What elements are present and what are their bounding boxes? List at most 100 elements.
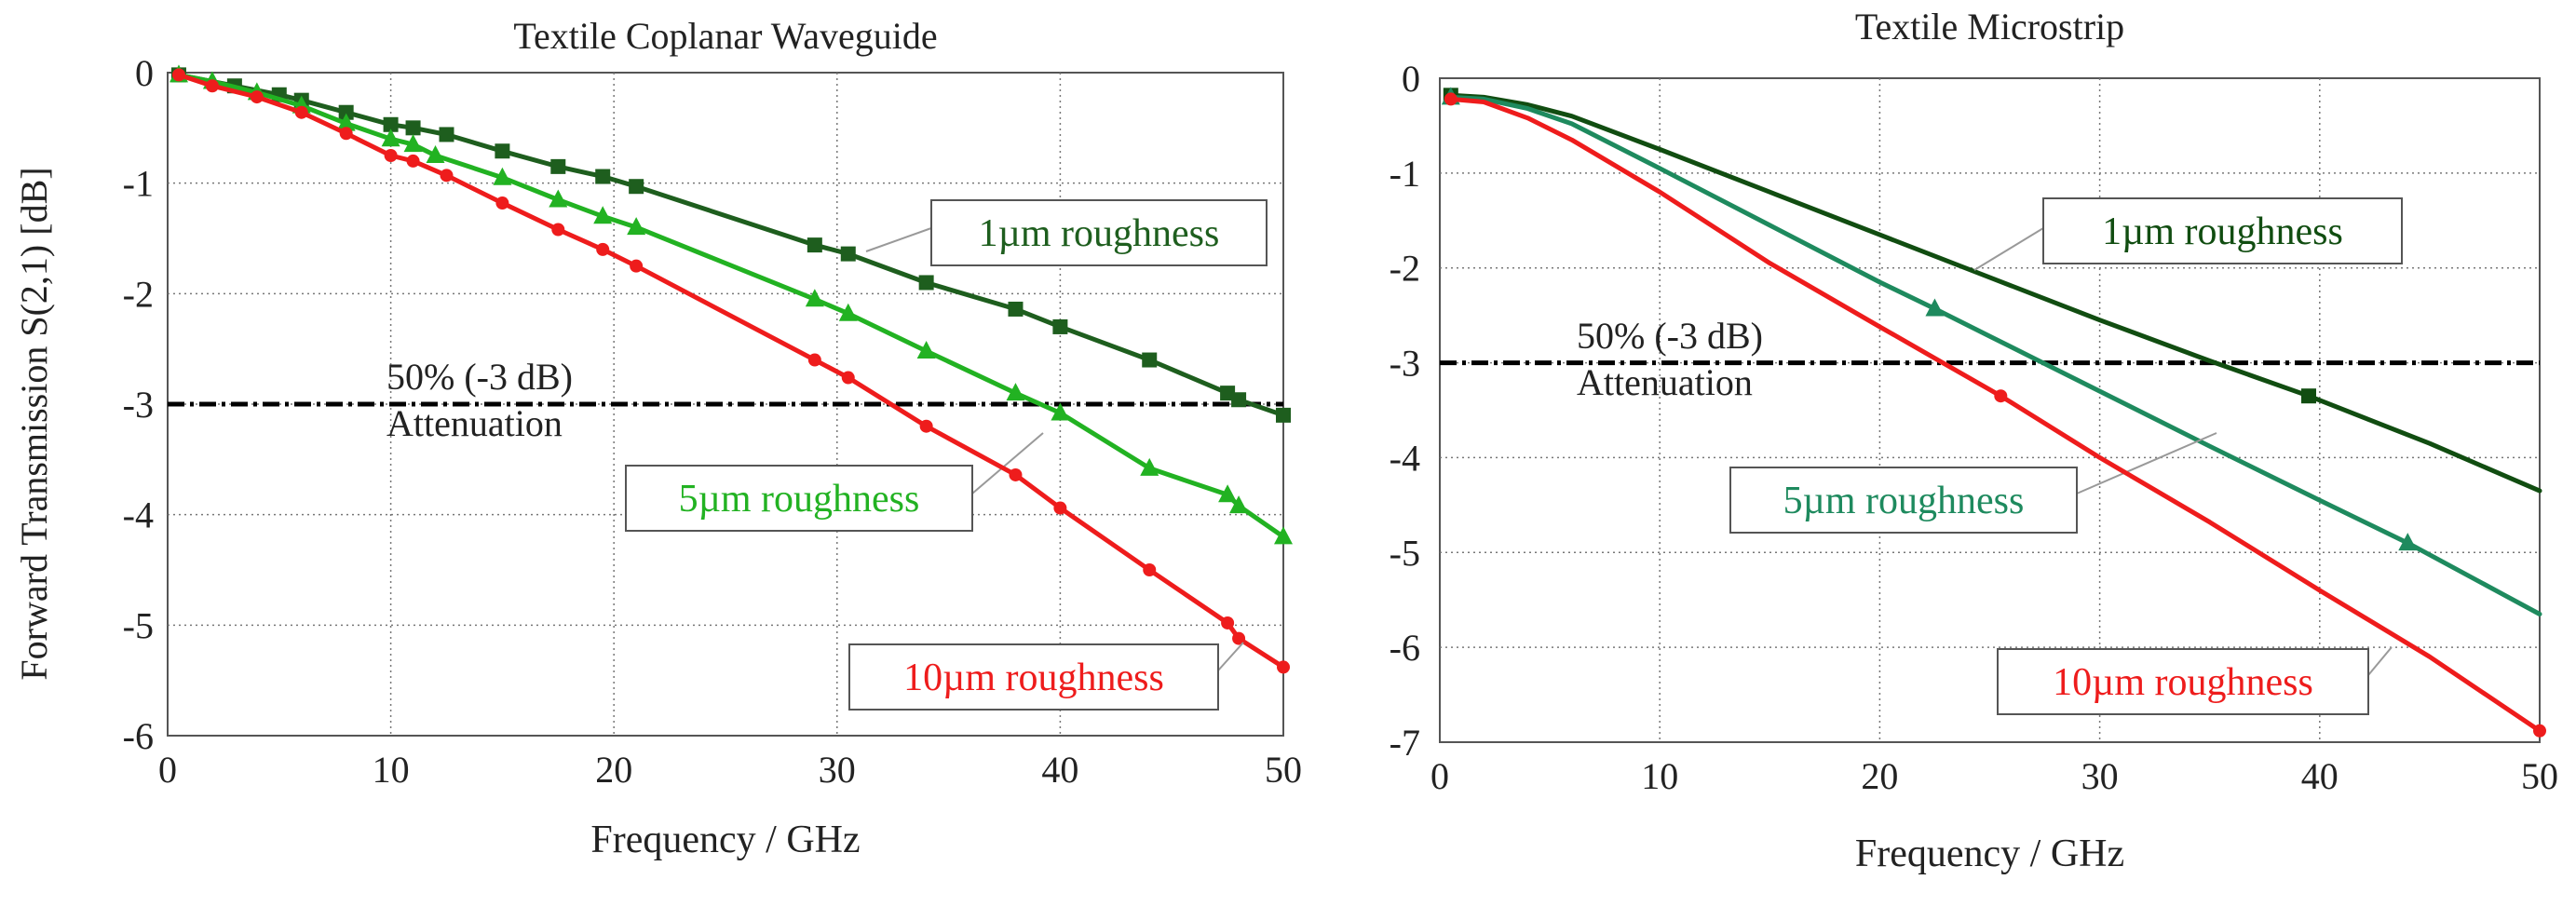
series-0-marker	[338, 104, 354, 120]
x-axis-label: Frequency / GHz	[590, 819, 860, 861]
series-label: 1µm roughness	[979, 212, 1220, 255]
y-tick-label: -1	[1390, 153, 1420, 195]
series-2-marker	[406, 154, 420, 168]
callout-leader	[971, 432, 1044, 494]
y-tick-label: -2	[123, 273, 154, 315]
chart-title: Textile Coplanar Waveguide	[513, 15, 937, 57]
series-line-1	[1448, 94, 2542, 616]
series-2-marker	[384, 149, 398, 162]
callout-box	[1997, 648, 2369, 715]
series-2-marker	[1053, 501, 1067, 515]
series-0-marker	[595, 169, 611, 184]
x-tick-label: 50	[2521, 755, 2558, 797]
series-2-marker	[1221, 616, 1235, 629]
y-tick-label: -3	[1390, 343, 1420, 385]
series-label: 5µm roughness	[679, 478, 920, 521]
series-2-marker	[440, 169, 454, 183]
series-1-marker	[493, 167, 512, 185]
series-1-marker	[1006, 383, 1025, 401]
series-2-marker	[1994, 389, 2008, 403]
callout-box	[625, 465, 973, 532]
y-tick-label: -5	[123, 604, 154, 646]
series-2-marker	[841, 371, 855, 385]
callout-leader	[865, 227, 932, 252]
series-1-marker	[838, 303, 858, 321]
chart-title: Textile Microstrip	[1855, 6, 2124, 47]
series-label: 5µm roughness	[1783, 480, 2025, 522]
series-1-marker	[381, 129, 400, 147]
threshold-sublabel: Attenuation	[1577, 361, 1753, 403]
y-tick-label: -5	[1390, 532, 1420, 574]
y-tick-label: 0	[1402, 58, 1420, 100]
series-2-marker	[2533, 724, 2546, 738]
series-label: 10µm roughness	[2053, 661, 2313, 704]
series-label: 10µm roughness	[903, 657, 1164, 699]
series-0-marker	[495, 143, 510, 159]
series-2-marker	[596, 242, 610, 256]
chart-microstrip: 0 10 20 30 40 50 0 -1 -2 -3 -4 -5 -6 -7 Textile Micros…	[1390, 6, 2558, 875]
series-0-marker	[918, 275, 934, 291]
plot-area	[1439, 77, 2541, 743]
y-tick-label: -4	[123, 494, 154, 536]
series-1-marker	[1925, 298, 1945, 317]
x-tick-label: 0	[1430, 755, 1449, 797]
series-1-marker	[549, 189, 568, 208]
series-line-2	[1448, 96, 2542, 734]
series-0-marker	[383, 116, 399, 132]
y-tick-label: -7	[1390, 722, 1420, 764]
series-1-marker	[1051, 402, 1070, 421]
series-1-marker	[916, 341, 936, 359]
callout-leader	[2367, 646, 2393, 676]
series-0-marker	[1231, 392, 1247, 408]
series-label: 1µm roughness	[2102, 210, 2343, 253]
series-0-marker	[1052, 318, 1068, 334]
callout-box	[2042, 197, 2403, 264]
y-tick-label: -3	[123, 384, 154, 426]
series-0-marker	[550, 158, 566, 174]
series-2-marker	[1277, 660, 1290, 674]
series-2-marker	[807, 353, 821, 367]
x-tick-label: 30	[819, 749, 856, 791]
series-2-marker	[250, 90, 264, 104]
series-1-marker	[2398, 533, 2418, 551]
series-2-marker	[1444, 92, 1457, 106]
x-tick-label: 40	[2301, 755, 2339, 797]
series-0-marker	[1142, 352, 1158, 368]
x-tick-label: 0	[158, 749, 177, 791]
series-1-marker	[805, 289, 824, 307]
x-axis-label: Frequency / GHz	[1855, 833, 2124, 875]
threshold-label: 50% (-3 dB)	[1577, 315, 1763, 357]
series-2-marker	[1009, 467, 1023, 481]
series-1-marker	[336, 113, 356, 131]
y-tick-label: -2	[1390, 248, 1420, 290]
y-tick-label: -6	[123, 715, 154, 757]
series-2-marker	[205, 79, 219, 93]
series-2-marker	[495, 196, 509, 210]
series-0-marker	[1276, 407, 1291, 423]
x-tick-label: 10	[373, 749, 410, 791]
threshold-label: 50% (-3 dB)	[386, 356, 573, 398]
series-2-marker	[294, 105, 308, 119]
series-1-marker	[627, 217, 646, 236]
y-tick-label: -4	[1390, 437, 1420, 479]
callout-box	[930, 199, 1268, 266]
callout-leader	[2076, 432, 2217, 494]
series-0-marker	[439, 127, 454, 142]
chart-coplanar-waveguide: 0 10 20 30 40 50 0 -1 -2 -3 -4 -5 -6 Textile Coplanar…	[123, 15, 1302, 861]
callout-box	[848, 643, 1219, 711]
threshold-sublabel: Attenuation	[386, 402, 563, 444]
x-tick-label: 50	[1265, 749, 1302, 791]
series-0-marker	[807, 237, 822, 253]
x-tick-label: 10	[1641, 755, 1678, 797]
y-tick-label: -6	[1390, 627, 1420, 669]
series-1-marker	[1140, 457, 1159, 476]
series-0-marker	[840, 246, 856, 262]
series-0-marker	[2300, 388, 2316, 404]
series-0-marker	[629, 179, 644, 195]
callout-leader	[1973, 227, 2044, 271]
x-tick-label: 20	[1861, 755, 1898, 797]
callout-leader	[1217, 642, 1244, 671]
y-tick-label: 0	[135, 52, 154, 94]
